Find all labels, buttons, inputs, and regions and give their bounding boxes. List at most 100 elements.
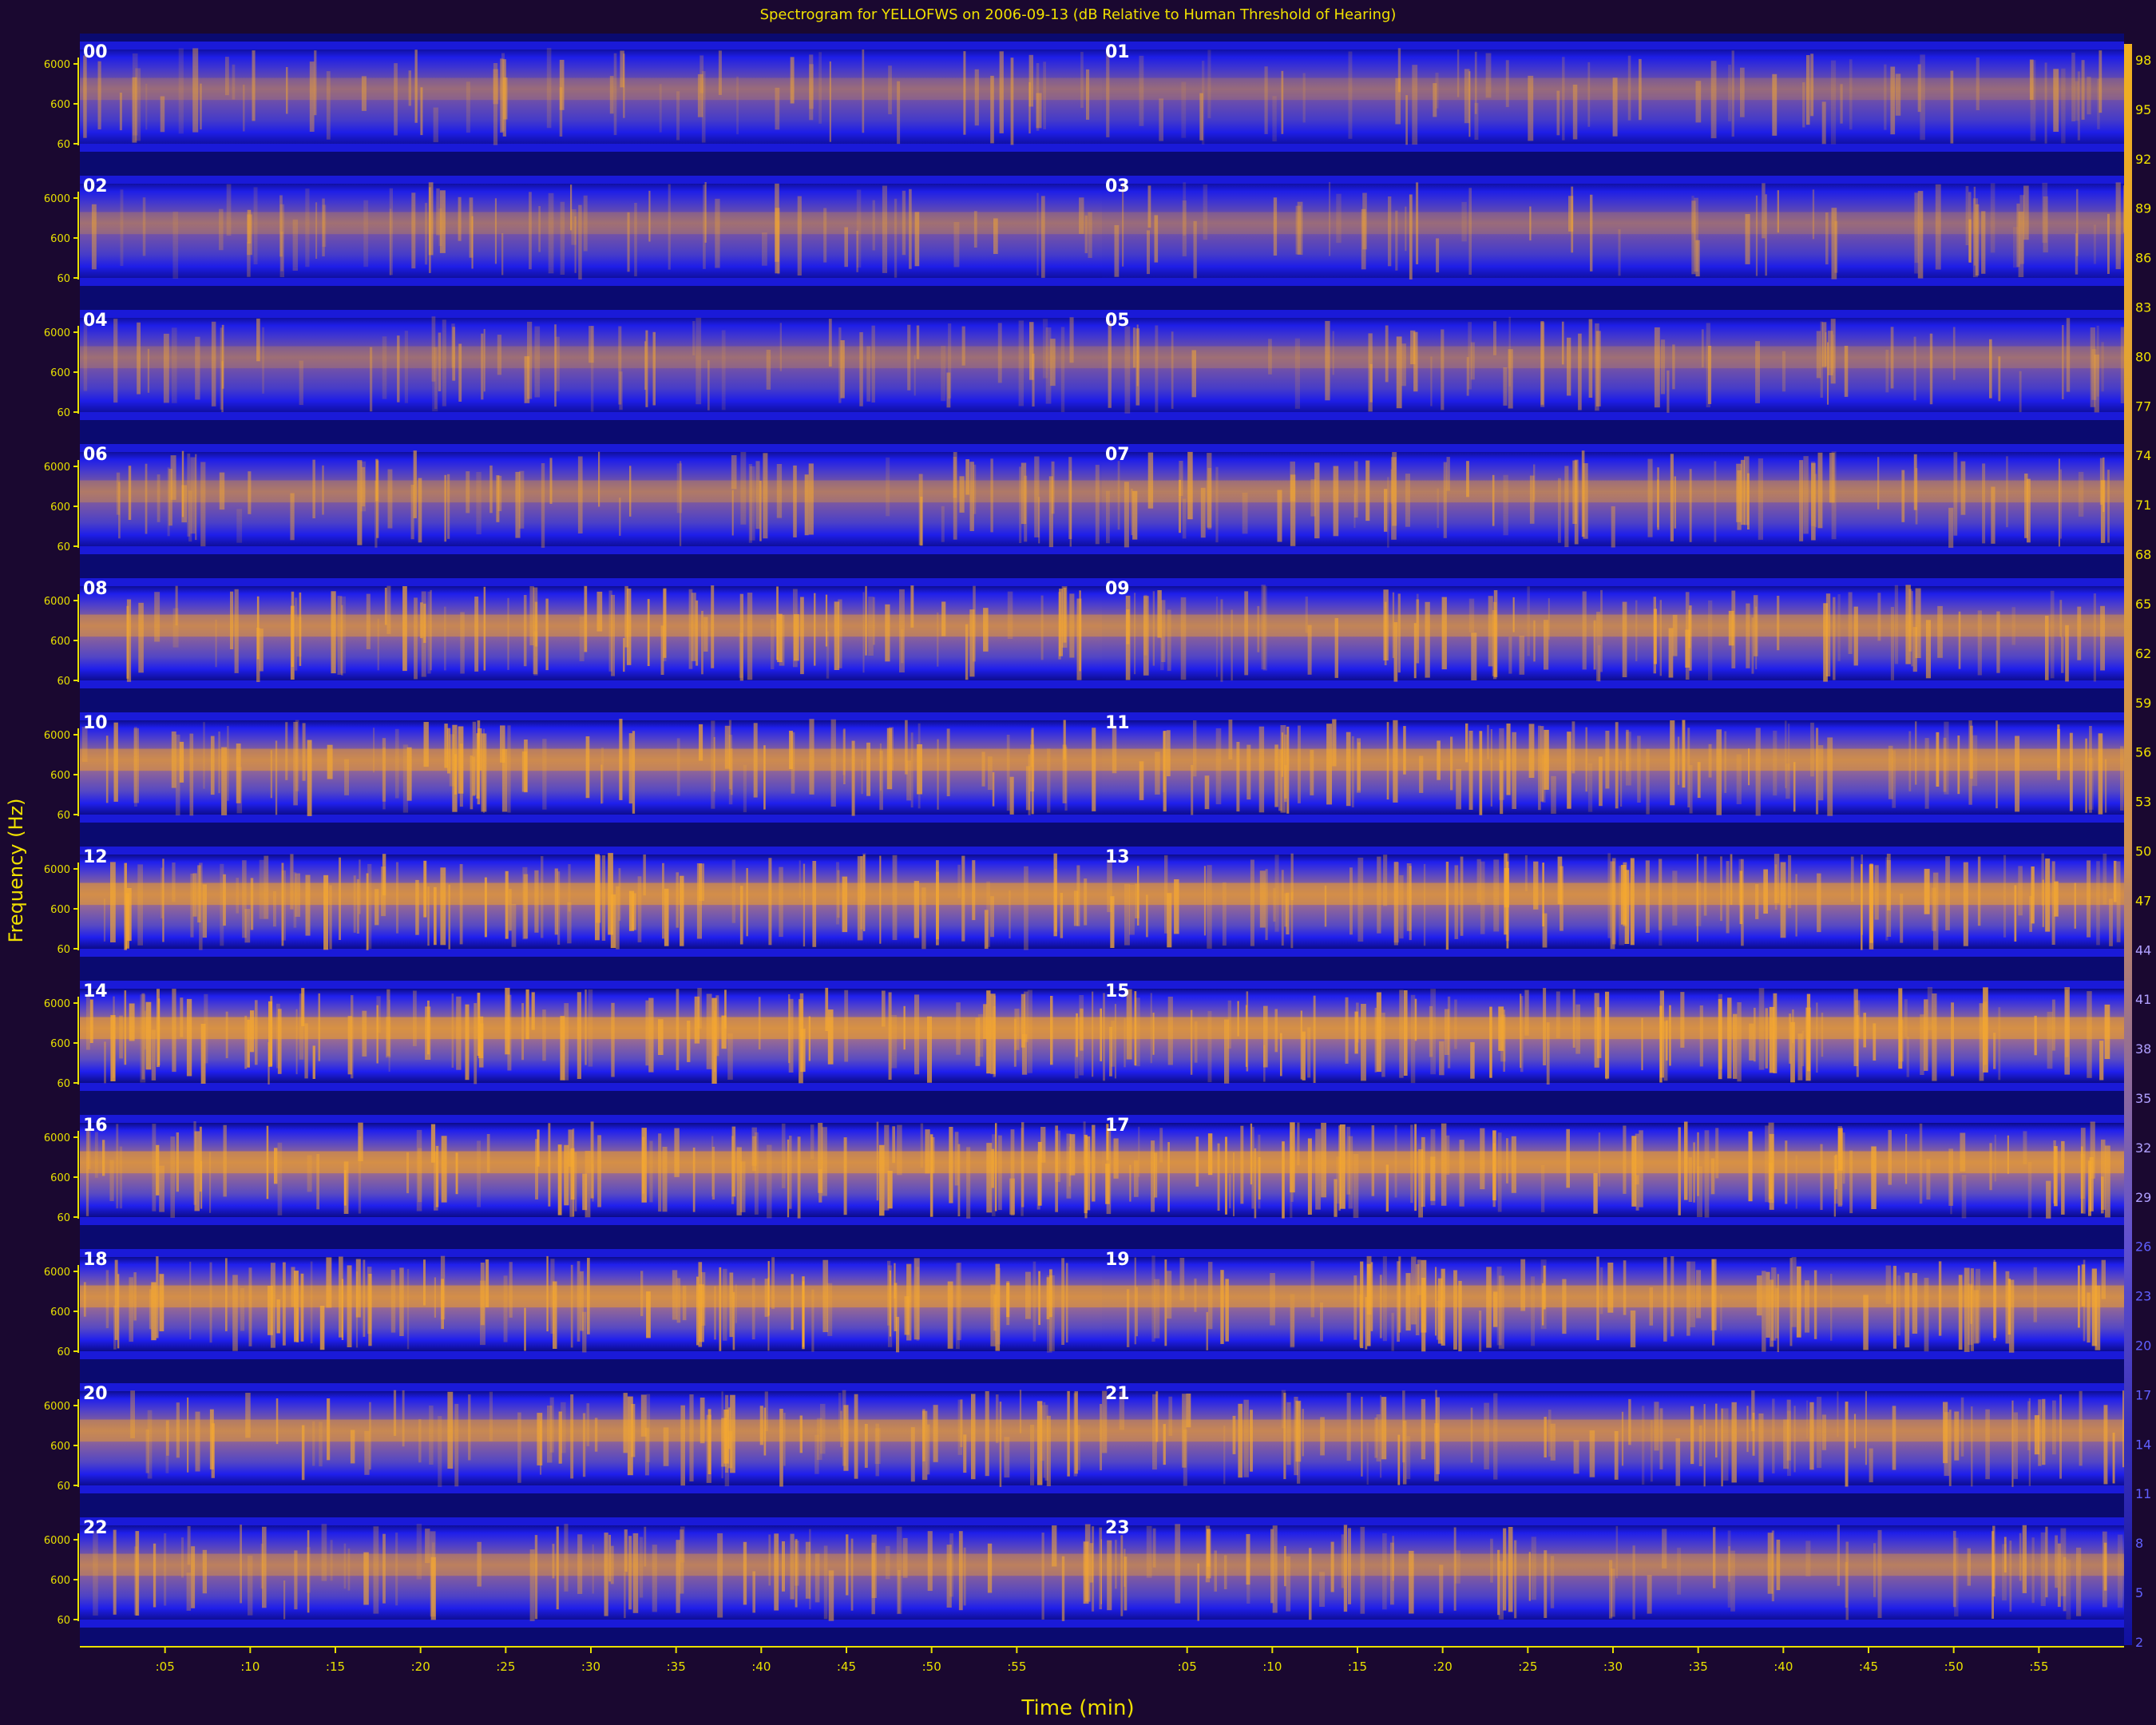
- energy-streak: [1320, 1303, 1323, 1342]
- energy-streak: [296, 617, 302, 657]
- energy-streak: [1765, 1008, 1768, 1069]
- energy-streak: [1357, 742, 1361, 791]
- energy-streak: [260, 1543, 264, 1589]
- energy-streak: [1215, 466, 1219, 543]
- energy-streak: [343, 1543, 347, 1589]
- energy-streak: [1334, 617, 1338, 678]
- energy-streak: [2103, 1542, 2107, 1591]
- y-tick-label: 600: [50, 502, 70, 514]
- energy-streak: [696, 317, 702, 405]
- energy-streak: [153, 1543, 157, 1608]
- energy-streak: [531, 992, 535, 1030]
- energy-streak: [132, 53, 138, 136]
- energy-streak: [1399, 989, 1404, 1078]
- energy-streak: [1528, 75, 1534, 141]
- energy-streak: [1674, 476, 1676, 529]
- energy-streak: [1207, 453, 1212, 528]
- energy-streak: [648, 997, 654, 1073]
- energy-streak: [204, 993, 208, 1064]
- energy-streak: [1437, 1278, 1443, 1344]
- energy-streak: [2074, 882, 2076, 929]
- energy-streak: [1268, 339, 1272, 375]
- energy-streak: [1010, 1129, 1015, 1215]
- x-tick-label: :30: [1603, 1660, 1623, 1674]
- energy-streak: [620, 50, 624, 88]
- colorbar-label: 2: [2135, 1635, 2143, 1650]
- energy-streak: [1399, 874, 1404, 939]
- energy-streak: [304, 1023, 308, 1079]
- energy-streak: [752, 1136, 756, 1172]
- energy-streak: [1326, 724, 1332, 805]
- energy-streak: [775, 208, 780, 274]
- energy-streak: [1888, 745, 1893, 799]
- energy-streak: [1374, 1418, 1378, 1458]
- colorbar-label: 50: [2135, 843, 2151, 859]
- energy-streak: [1627, 55, 1631, 121]
- energy-streak: [790, 1533, 795, 1600]
- energy-streak: [1685, 629, 1690, 668]
- energy-streak: [195, 1411, 200, 1472]
- energy-streak: [1338, 1125, 1341, 1211]
- energy-streak: [113, 722, 118, 802]
- energy-streak: [442, 319, 446, 406]
- energy-streak: [1838, 1129, 1843, 1206]
- energy-streak: [1645, 860, 1650, 933]
- energy-streak: [1454, 865, 1459, 939]
- energy-streak: [1380, 1394, 1382, 1478]
- energy-streak: [145, 83, 148, 130]
- energy-streak: [1106, 1124, 1109, 1160]
- energy-streak: [889, 1270, 891, 1337]
- energy-streak: [587, 1258, 590, 1334]
- energy-streak: [1195, 1136, 1199, 1187]
- energy-streak: [570, 1264, 573, 1348]
- energy-streak: [1379, 1275, 1382, 1338]
- energy-streak: [1964, 1267, 1970, 1352]
- hour-band-core: [80, 882, 1102, 906]
- energy-streak: [680, 1526, 685, 1563]
- energy-streak: [1099, 1527, 1104, 1610]
- colorbar-label: 74: [2135, 448, 2151, 463]
- energy-streak: [137, 322, 141, 395]
- energy-streak: [1624, 870, 1630, 944]
- energy-streak: [1052, 1525, 1057, 1567]
- energy-streak: [694, 996, 700, 1044]
- energy-streak: [1050, 339, 1056, 387]
- energy-streak: [1021, 1128, 1024, 1216]
- energy-streak: [2096, 861, 2100, 946]
- energy-streak: [535, 1139, 538, 1200]
- energy-streak: [1163, 731, 1167, 812]
- energy-streak: [1968, 720, 1972, 805]
- y-tick-label: 600: [50, 233, 70, 245]
- energy-streak: [1524, 989, 1529, 1036]
- energy-streak: [610, 1545, 614, 1584]
- energy-streak: [1869, 863, 1873, 943]
- energy-streak: [814, 1434, 819, 1474]
- energy-streak: [896, 1316, 900, 1353]
- energy-streak: [1040, 1127, 1046, 1163]
- energy-streak: [1564, 466, 1569, 548]
- x-axis-label: Time (min): [1021, 1696, 1135, 1720]
- energy-streak: [1270, 1273, 1275, 1326]
- energy-streak: [1932, 872, 1939, 950]
- energy-streak: [1036, 192, 1039, 276]
- energy-streak: [264, 855, 269, 919]
- energy-streak: [362, 1010, 367, 1057]
- energy-streak: [1777, 596, 1780, 651]
- energy-streak: [1124, 326, 1131, 414]
- energy-streak: [1051, 461, 1055, 514]
- energy-streak: [1897, 1275, 1900, 1336]
- energy-streak: [138, 602, 144, 673]
- energy-streak: [1397, 1261, 1400, 1342]
- energy-streak: [1820, 1144, 1823, 1210]
- hour-band-core: [1102, 748, 2124, 771]
- energy-streak: [176, 1402, 180, 1458]
- energy-streak: [894, 1263, 896, 1299]
- energy-streak: [1437, 488, 1439, 529]
- energy-streak: [250, 878, 254, 930]
- energy-streak: [1945, 856, 1950, 930]
- energy-streak: [762, 232, 767, 266]
- energy-streak: [1191, 350, 1196, 398]
- energy-streak: [364, 1430, 370, 1475]
- energy-streak: [1324, 885, 1327, 927]
